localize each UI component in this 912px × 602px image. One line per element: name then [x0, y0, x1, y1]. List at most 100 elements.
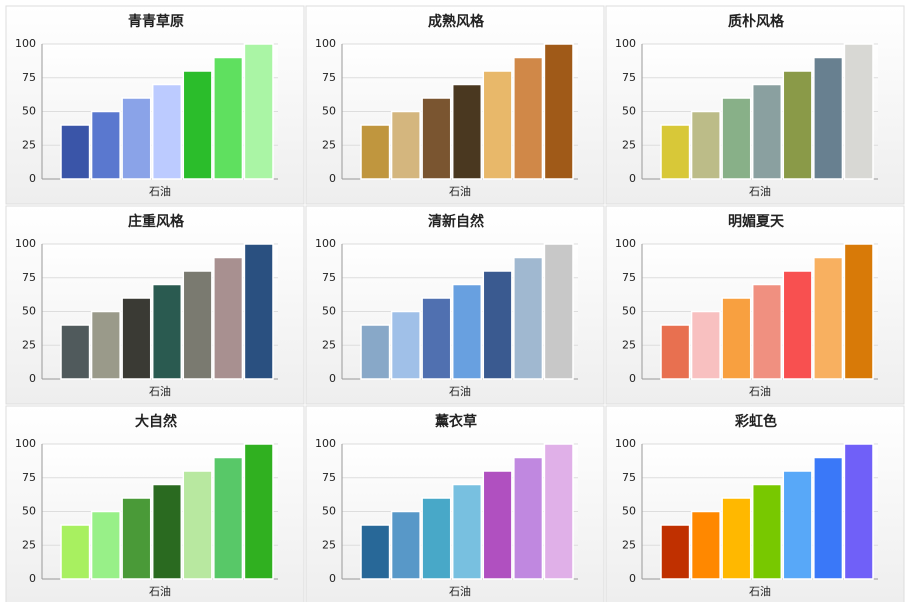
- y-tick-label: 75: [22, 471, 36, 484]
- bar: [451, 83, 483, 180]
- bar: [843, 243, 874, 380]
- bar: [121, 97, 152, 180]
- bar: [182, 70, 213, 180]
- bar: [721, 297, 752, 380]
- y-tick-label: 0: [629, 572, 636, 585]
- bar: [513, 56, 544, 180]
- bar: [813, 56, 844, 180]
- y-tick-label: 100: [615, 437, 636, 450]
- y-tick-label: 0: [29, 372, 36, 385]
- x-tick-label: 石油: [449, 384, 471, 398]
- y-tick-label: 100: [615, 37, 636, 50]
- y-tick-label: 0: [329, 372, 336, 385]
- chart-title: 庄重风格: [128, 213, 185, 230]
- y-tick-label: 75: [622, 471, 636, 484]
- bar: [660, 324, 691, 380]
- bar: [513, 456, 544, 580]
- chart-title: 成熟风格: [428, 13, 485, 30]
- y-tick-label: 0: [29, 572, 36, 585]
- x-tick-label: 石油: [449, 184, 471, 198]
- x-tick-label: 石油: [149, 584, 171, 598]
- y-tick-label: 0: [629, 372, 636, 385]
- bar: [390, 110, 421, 180]
- chart-title: 质朴风格: [728, 13, 785, 30]
- bar: [421, 97, 452, 180]
- y-tick-label: 75: [22, 71, 36, 84]
- bar: [421, 297, 452, 380]
- bar: [182, 270, 213, 380]
- bar: [660, 124, 691, 180]
- bar: [60, 524, 91, 580]
- bar: [213, 56, 244, 180]
- y-tick-label: 25: [322, 338, 336, 351]
- y-tick-label: 25: [22, 538, 36, 551]
- bar: [782, 470, 813, 580]
- y-tick-label: 25: [622, 138, 636, 151]
- bar: [390, 510, 421, 580]
- y-tick-label: 100: [315, 437, 336, 450]
- x-tick-label: 石油: [749, 184, 771, 198]
- x-tick-label: 石油: [749, 384, 771, 398]
- bar: [543, 243, 574, 380]
- bar: [60, 124, 91, 180]
- y-tick-label: 50: [22, 305, 36, 318]
- x-tick-label: 石油: [149, 184, 171, 198]
- y-tick-label: 0: [629, 172, 636, 185]
- bar: [721, 97, 752, 180]
- x-tick-label: 石油: [749, 584, 771, 598]
- bar: [751, 283, 783, 380]
- x-tick-label: 石油: [449, 584, 471, 598]
- y-tick-label: 0: [329, 172, 336, 185]
- x-tick-label: 石油: [149, 384, 171, 398]
- bar: [390, 310, 421, 380]
- bar: [782, 270, 813, 380]
- y-tick-label: 100: [15, 37, 36, 50]
- bar: [121, 297, 152, 380]
- bar: [360, 324, 391, 380]
- y-tick-label: 75: [622, 271, 636, 284]
- y-tick-label: 75: [322, 471, 336, 484]
- y-tick-label: 100: [15, 237, 36, 250]
- bar: [721, 497, 752, 580]
- bar: [213, 256, 244, 380]
- y-tick-label: 50: [22, 505, 36, 518]
- bar: [243, 243, 274, 380]
- bar: [121, 497, 152, 580]
- y-tick-label: 75: [322, 71, 336, 84]
- y-tick-label: 25: [322, 138, 336, 151]
- y-tick-label: 100: [315, 37, 336, 50]
- y-tick-label: 25: [22, 338, 36, 351]
- chart-title: 彩虹色: [734, 413, 777, 430]
- chart-title: 薰衣草: [435, 413, 477, 430]
- bar: [151, 283, 183, 380]
- chart-title: 明媚夏天: [728, 213, 785, 230]
- bar: [751, 483, 783, 580]
- chart-title: 青青草原: [128, 13, 184, 30]
- chart-title: 大自然: [135, 413, 177, 430]
- bar: [482, 70, 513, 180]
- bar: [243, 43, 274, 180]
- y-tick-label: 25: [22, 138, 36, 151]
- bar: [60, 324, 91, 380]
- y-tick-label: 50: [322, 305, 336, 318]
- bar: [151, 483, 183, 580]
- bar: [482, 270, 513, 380]
- bar: [782, 70, 813, 180]
- y-tick-label: 50: [22, 105, 36, 118]
- bar: [90, 110, 121, 180]
- y-tick-label: 0: [29, 172, 36, 185]
- bar: [151, 83, 183, 180]
- bar: [690, 110, 721, 180]
- y-tick-label: 50: [322, 505, 336, 518]
- bar: [813, 256, 844, 380]
- bar: [421, 497, 452, 580]
- bar: [843, 43, 874, 180]
- y-tick-label: 50: [622, 305, 636, 318]
- y-tick-label: 0: [329, 572, 336, 585]
- bar: [543, 443, 574, 580]
- bar: [243, 443, 274, 580]
- bar: [813, 456, 844, 580]
- bar: [451, 283, 483, 380]
- bar: [451, 483, 483, 580]
